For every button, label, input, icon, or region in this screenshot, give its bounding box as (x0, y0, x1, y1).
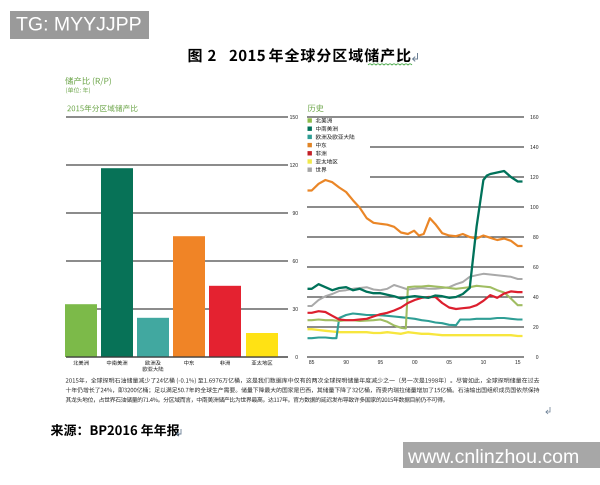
svg-text:95: 95 (378, 360, 384, 366)
svg-text:30: 30 (292, 307, 298, 313)
svg-text:160: 160 (530, 115, 539, 121)
svg-text:10: 10 (481, 360, 487, 366)
svg-text:40: 40 (533, 295, 539, 301)
svg-text:150: 150 (290, 115, 299, 121)
svg-text:80: 80 (533, 235, 539, 241)
svg-text:90: 90 (292, 211, 298, 217)
svg-text:0: 0 (536, 355, 539, 361)
svg-text:120: 120 (290, 163, 299, 169)
svg-text:60: 60 (292, 259, 298, 265)
svg-text:05: 05 (446, 360, 452, 366)
svg-text:20: 20 (533, 325, 539, 331)
svg-text:www.cnlinzhou.com: www.cnlinzhou.com (407, 446, 579, 468)
svg-text:0: 0 (295, 355, 298, 361)
svg-text:100: 100 (530, 205, 539, 211)
svg-text:00: 00 (412, 360, 418, 366)
svg-text:60: 60 (533, 265, 539, 271)
svg-text:TG: MYYJJPP: TG: MYYJJPP (16, 14, 142, 36)
svg-text:85: 85 (309, 360, 315, 366)
svg-text:90: 90 (343, 360, 349, 366)
svg-text:140: 140 (530, 145, 539, 151)
svg-text:15: 15 (515, 360, 521, 366)
svg-text:120: 120 (530, 175, 539, 181)
